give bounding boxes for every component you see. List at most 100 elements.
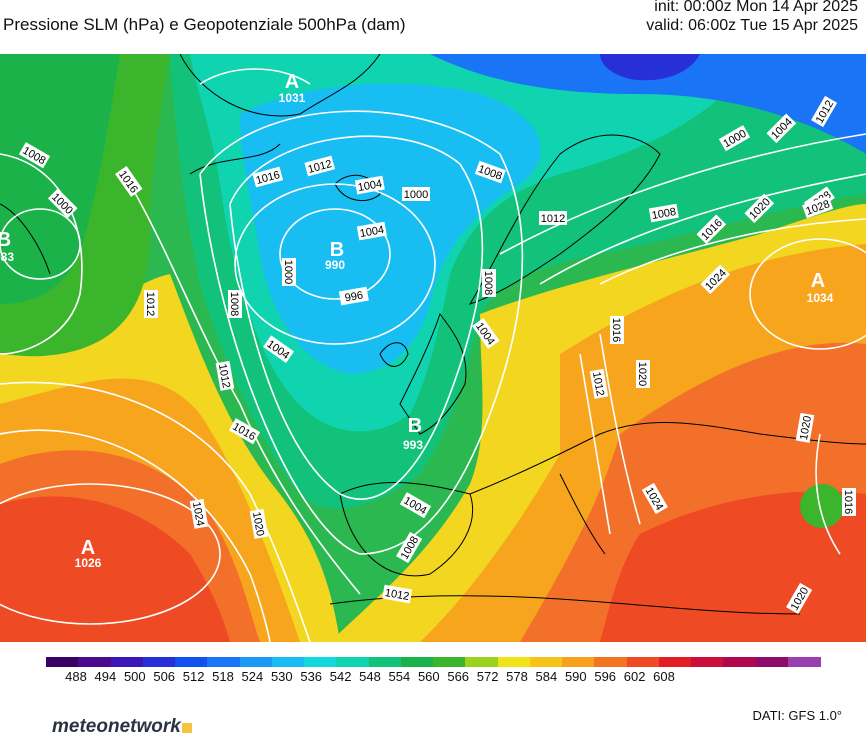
colorbar-segment xyxy=(562,657,595,667)
colorbar-segment xyxy=(368,657,402,667)
isobar-label: 1000 xyxy=(282,260,294,284)
colorbar-tick-label: 566 xyxy=(447,669,470,684)
field-blue-low xyxy=(240,83,541,374)
isobar-1008-low xyxy=(199,110,524,555)
center-letter: B xyxy=(330,239,344,261)
center-letter: B xyxy=(0,229,11,251)
center-low-atlantic: B 990 xyxy=(325,239,345,272)
isobar-1012-atl xyxy=(129,183,361,595)
data-source: DATI: GFS 1.0° xyxy=(752,708,842,723)
colorbar-tick-label: 542 xyxy=(329,669,352,684)
isobar-1016-atl xyxy=(0,381,311,642)
isobar-1020-atl xyxy=(0,429,271,642)
colorbar-segment xyxy=(142,657,176,667)
isobar-1012-europe xyxy=(579,353,611,535)
greenland-coast xyxy=(179,54,381,117)
colorbar-segment xyxy=(723,657,756,667)
iceland-coast xyxy=(334,174,381,202)
colorbar-segment xyxy=(626,657,660,667)
isobar-label: 1008 xyxy=(228,292,240,316)
colorbar-segment xyxy=(304,657,337,667)
field-green-labrador xyxy=(0,54,120,304)
center-letter: A xyxy=(285,71,299,93)
isobar-label: 1012 xyxy=(590,371,606,397)
colorbar-segment xyxy=(755,657,789,667)
field-green-cyprus xyxy=(800,484,844,528)
isobar-label: 1004 xyxy=(357,178,383,194)
center-high-greenland: A 1031 xyxy=(279,71,306,105)
pressure-centers: A 1026 B 990 B 993 A 1034 A 1031 B 983 xyxy=(0,71,834,570)
valid-time: valid: 06:00z Tue 15 Apr 2025 xyxy=(646,17,858,34)
colorbar-tick-label: 518 xyxy=(212,669,234,684)
colorbar-segment xyxy=(207,657,240,667)
brand-logo: meteonetwork xyxy=(52,716,192,738)
field-deepred-west xyxy=(0,496,230,642)
isobar-996-low xyxy=(279,208,391,300)
isobar-label: 1000 xyxy=(404,189,428,201)
colorbar-segment xyxy=(239,657,273,667)
center-value: 983 xyxy=(0,250,14,264)
europe-south-coast xyxy=(469,422,866,495)
colorbar-tick-label: 560 xyxy=(417,669,440,684)
colorbar-segment xyxy=(110,657,144,667)
isobar-1028-east xyxy=(749,238,866,350)
center-value: 1034 xyxy=(807,291,834,305)
colorbar-tick-label: 488 xyxy=(65,669,87,684)
colorbar-tick-label: 536 xyxy=(300,669,323,684)
italy-coast xyxy=(559,473,606,555)
isobar-1024-east xyxy=(599,218,866,285)
colorbar-segment xyxy=(691,657,724,667)
colorbar-segment xyxy=(175,657,208,667)
center-letter: A xyxy=(811,270,825,292)
center-value: 990 xyxy=(325,258,345,272)
colorbar-tick-label: 590 xyxy=(564,669,587,684)
map-svg: 1008 1000 1016 1028 1012 1016 1004 1000 … xyxy=(0,54,866,642)
colorbar-tick-label: 584 xyxy=(535,669,558,684)
colorbar-tick-label: 524 xyxy=(241,669,264,684)
colorbar-tick-label: 608 xyxy=(653,669,675,684)
isobar-label: 996 xyxy=(344,289,364,304)
center-value: 993 xyxy=(403,438,423,452)
colorbar-segment xyxy=(465,657,498,667)
colorbar-tick-label: 572 xyxy=(476,669,499,684)
colorbar-segment xyxy=(529,657,563,667)
iberia-coast xyxy=(339,481,474,577)
isobar-label: 1020 xyxy=(798,415,814,441)
colorbar-segment xyxy=(594,657,627,667)
colorbar-tick-label: 548 xyxy=(359,669,381,684)
colorbar-segment xyxy=(46,657,79,667)
brand-square-icon xyxy=(181,723,192,733)
field-blue-arctic xyxy=(430,54,866,154)
isobar-label: 1012 xyxy=(216,363,232,389)
center-value: 1031 xyxy=(279,91,306,105)
isobar-1024-atl xyxy=(0,483,221,625)
isobar-label: 1012 xyxy=(541,213,565,225)
colorbar-tick-label: 506 xyxy=(153,669,176,684)
colorbar-tick-label: 596 xyxy=(594,669,617,684)
isobar-label: 1016 xyxy=(842,490,854,514)
isobar-label: 1016 xyxy=(610,318,622,342)
colorbar-segment xyxy=(497,657,531,667)
colorbar-tick-label: 530 xyxy=(270,669,293,684)
isobar-1016-east xyxy=(499,133,866,255)
isobar-label: 1020 xyxy=(250,511,266,537)
colorbar-segment xyxy=(78,657,111,667)
colorbar-tick-label: 578 xyxy=(506,669,528,684)
isobar-1016-europe xyxy=(599,333,641,525)
ireland-coast xyxy=(379,342,409,367)
center-low-labrador: B 983 xyxy=(0,229,14,264)
colorbar-segment xyxy=(400,657,434,667)
isobar-label: 1008 xyxy=(651,206,677,222)
isobar-label: 1012 xyxy=(384,587,410,603)
isobar-1000-low xyxy=(234,183,436,345)
center-value: 1026 xyxy=(75,556,102,570)
colorbar xyxy=(46,657,821,667)
weather-map: 1008 1000 1016 1028 1012 1016 1004 1000 … xyxy=(0,54,866,642)
colorbar-segment xyxy=(336,657,369,667)
colorbar-tick-label: 500 xyxy=(123,669,146,684)
center-letter: B xyxy=(408,415,422,437)
isobar-label: 1020 xyxy=(636,362,648,386)
greenland-south-coast xyxy=(189,143,281,175)
isobar-label: 1008 xyxy=(482,271,494,295)
scandinavia-coast xyxy=(468,134,661,305)
